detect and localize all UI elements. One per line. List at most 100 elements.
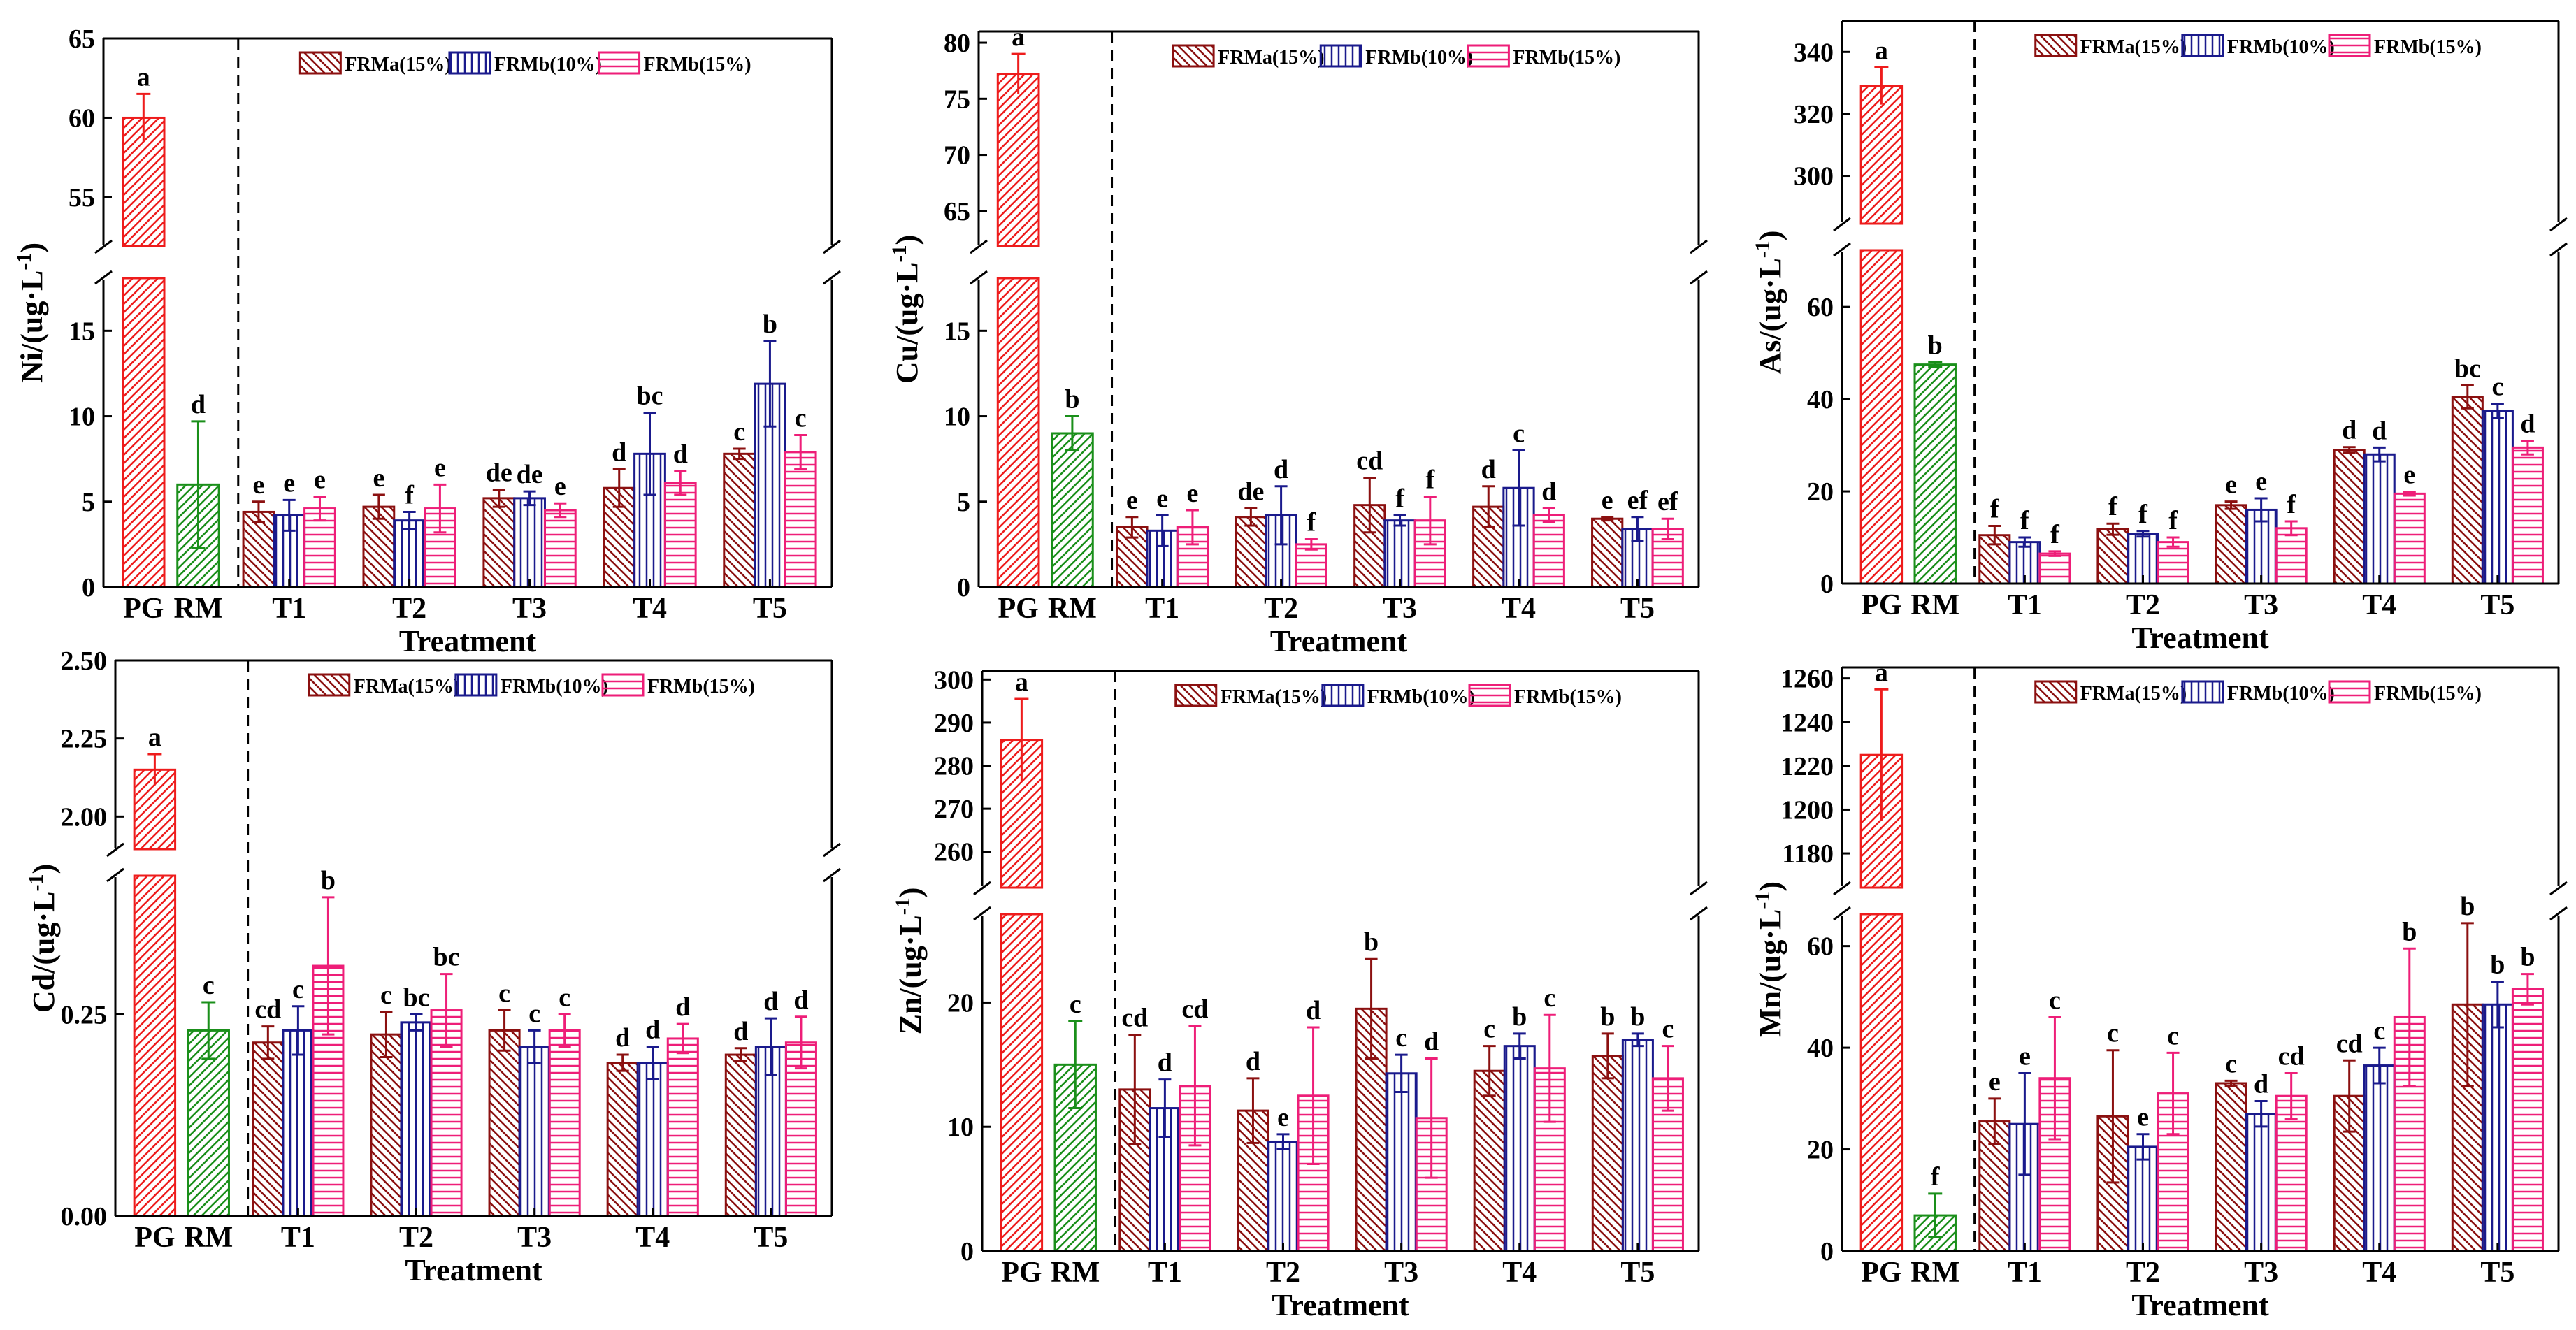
- bar-control-PG-lower: [122, 277, 166, 588]
- legend-swatch-FRMb(10%): [1319, 44, 1362, 68]
- letter-T5-FRMb(15%): d: [793, 985, 808, 1015]
- letter-control-RM: b: [1928, 331, 1943, 360]
- letter-control-PG: a: [1875, 658, 1888, 687]
- letter-T3-FRMa(15%): c: [498, 979, 510, 1009]
- x-tick-label: T1: [2008, 1257, 2042, 1289]
- y-axis-title-main: As/(ug·L: [1753, 258, 1787, 374]
- y-tick-label: 0.25: [61, 1000, 108, 1029]
- letter-control-PG: a: [1015, 667, 1028, 697]
- bar-T2-FRMa(15%): [370, 1033, 403, 1217]
- axis-break-right-a: [1690, 270, 1708, 285]
- y-tick-label: 1200: [1780, 795, 1834, 825]
- x-tick-label: T2: [2126, 1257, 2160, 1289]
- y-tick-label: 2.25: [61, 725, 108, 754]
- y-axis-title-close: ): [890, 235, 924, 245]
- legend-label-FRMb(15%): FRMb(15%): [2374, 683, 2482, 704]
- axis-break-right-a: [2549, 242, 2568, 257]
- y-tick-label: 270: [934, 795, 974, 824]
- letter-T5-FRMb(15%): c: [1662, 1015, 1674, 1044]
- letter-T5-FRMb(10%): b: [2490, 950, 2505, 980]
- bar-T4-FRMb(10%): [636, 1062, 669, 1217]
- x-tick-label: T5: [2480, 589, 2514, 621]
- letter-T5-FRMa(15%): b: [2460, 892, 2475, 921]
- letter-T2-FRMb(10%): d: [1274, 455, 1288, 484]
- letter-T1-FRMa(15%): e: [253, 470, 265, 500]
- letter-T3-FRMa(15%): cd: [1356, 447, 1383, 476]
- letter-T5-FRMa(15%): d: [733, 1017, 748, 1046]
- y-tick-label: 80: [944, 29, 970, 58]
- letter-control-RM: f: [1931, 1162, 1941, 1192]
- letter-T2-FRMa(15%): c: [2107, 1019, 2119, 1048]
- x-tick-label: T4: [1502, 593, 1536, 625]
- y-axis-title-close: ): [893, 888, 928, 898]
- y-axis-title-main: Cd/(ug·L: [27, 892, 61, 1013]
- y-tick-label: 55: [69, 183, 95, 212]
- y-tick-label: 20: [1807, 1136, 1834, 1165]
- x-tick-label: T2: [392, 593, 426, 625]
- letter-T2-FRMb(15%): d: [1306, 996, 1321, 1025]
- letter-T1-FRMb(15%): f: [2050, 520, 2060, 549]
- y-tick-label: 290: [934, 709, 974, 738]
- y-tick-label: 1220: [1780, 752, 1834, 781]
- legend-label-FRMb(10%): FRMb(10%): [1365, 47, 1473, 68]
- y-tick-label: 300: [934, 665, 974, 695]
- letter-T2-FRMb(15%): bc: [433, 943, 460, 972]
- y-tick-label: 0: [1820, 570, 1834, 599]
- legend-swatch-FRMa(15%): [2034, 34, 2078, 57]
- bar-control-PG-lower: [1859, 913, 1904, 1252]
- axis-break-left-b: [1833, 217, 1851, 232]
- y-tick-label: 0.00: [61, 1202, 108, 1231]
- bar-T5-FRMb(15%): [784, 451, 817, 588]
- bar-T2-FRMb(15%): [2157, 541, 2189, 585]
- legend-swatch-FRMa(15%): [2034, 680, 2078, 704]
- letter-T3-FRMa(15%): de: [486, 458, 512, 488]
- letter-T4-FRMa(15%): d: [615, 1023, 630, 1053]
- y-tick-label: 15: [69, 317, 95, 346]
- legend-swatch-FRMb(10%): [448, 51, 491, 75]
- letter-T3-FRMb(10%): f: [1395, 484, 1405, 513]
- y-axis-title-close: ): [15, 243, 49, 253]
- bar-control-RM: [1051, 432, 1094, 588]
- y-axis-title-sup: -1: [891, 897, 914, 915]
- legend-label-FRMa(15%): FRMa(15%): [2080, 36, 2187, 58]
- x-tick-label: T4: [2362, 589, 2396, 621]
- letter-T4-FRMa(15%): cd: [2336, 1029, 2363, 1058]
- x-tick-label: T3: [2244, 589, 2278, 621]
- legend-swatch-FRMb(15%): [1468, 684, 1511, 707]
- bar-T4-FRMb(15%): [2393, 492, 2426, 585]
- legend-swatch-FRMb(15%): [601, 673, 645, 697]
- bar-T4-FRMb(15%): [663, 482, 697, 588]
- letter-control-RM: c: [1070, 990, 1081, 1019]
- letter-T2-FRMb(15%): f: [1307, 508, 1317, 537]
- letter-T2-FRMa(15%): c: [380, 981, 392, 1010]
- x-axis-title: Treatment: [399, 624, 537, 658]
- x-tick-label-RM: RM: [184, 1222, 233, 1254]
- y-tick-label: 15: [944, 317, 970, 346]
- x-tick-label: T1: [2008, 589, 2042, 621]
- y-tick-label: 320: [1794, 100, 1834, 129]
- legend-label-FRMa(15%): FRMa(15%): [1218, 47, 1324, 68]
- x-tick-label: T1: [1145, 593, 1179, 625]
- letter-T1-FRMa(15%): cd: [254, 995, 281, 1025]
- x-tick-label-RM: RM: [1911, 589, 1959, 621]
- bar-T3-FRMa(15%): [2215, 504, 2247, 585]
- bar-T3-FRMb(10%): [1385, 1072, 1418, 1252]
- legend-label-FRMa(15%): FRMa(15%): [345, 54, 451, 75]
- bar-T3-FRMb(15%): [543, 509, 577, 588]
- bar-control-PG: [996, 73, 1040, 247]
- letter-T5-FRMb(15%): ef: [1657, 487, 1679, 516]
- letter-T1-FRMb(10%): e: [2019, 1041, 2031, 1071]
- letter-T5-FRMb(10%): ef: [1627, 486, 1649, 515]
- letter-control-PG: a: [137, 62, 150, 92]
- bar-T4-FRMb(15%): [666, 1037, 699, 1217]
- bar-T3-FRMb(15%): [2275, 527, 2308, 585]
- letter-T4-FRMb(15%): d: [675, 992, 690, 1022]
- bar-T4-FRMb(10%): [2363, 453, 2396, 585]
- bar-T5-FRMb(15%): [2511, 446, 2544, 585]
- axis-break-right-a: [823, 867, 841, 883]
- letter-T2-FRMb(10%): f: [405, 480, 415, 509]
- x-tick-label-PG: PG: [1001, 1257, 1042, 1289]
- letter-T3-FRMb(10%): e: [2255, 467, 2267, 496]
- y-tick-label: 0: [957, 573, 970, 602]
